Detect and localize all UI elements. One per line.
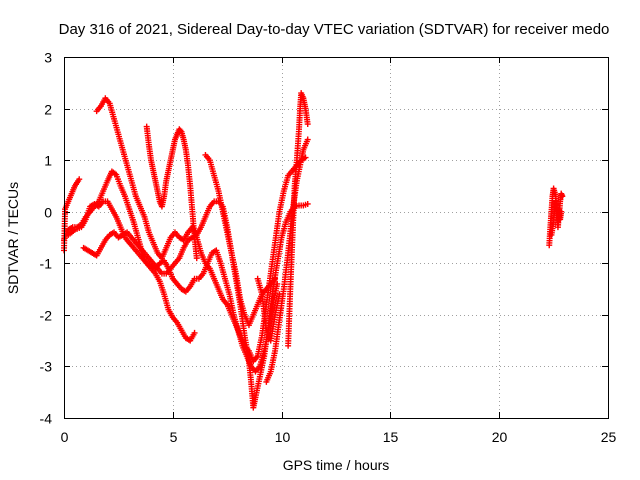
y-tick-label: -4 <box>40 411 53 427</box>
data-point <box>304 136 311 143</box>
y-tick-label: 0 <box>44 205 52 221</box>
y-tick-label: 2 <box>44 102 52 118</box>
y-tick-label: 1 <box>44 153 52 169</box>
x-tick-label: 15 <box>383 429 399 445</box>
data-point <box>272 275 279 282</box>
y-tick-label: 3 <box>44 50 52 66</box>
data-point <box>193 255 200 262</box>
data-point <box>304 121 311 128</box>
y-tick-label: -3 <box>40 359 53 375</box>
y-tick-label: -2 <box>40 308 53 324</box>
grid <box>64 57 609 419</box>
x-axis-label: GPS time / hours <box>283 457 390 473</box>
chart-title: Day 316 of 2021, Sidereal Day-to-day VTE… <box>59 21 610 38</box>
x-tick-label: 20 <box>492 429 508 445</box>
x-tick-label: 5 <box>170 429 178 445</box>
y-axis-label: SDTVAR / TECUs <box>5 182 21 294</box>
data-point <box>76 176 83 183</box>
data-point <box>559 193 566 200</box>
x-tick-label: 25 <box>601 429 617 445</box>
axis-ticks: 0 5 10 15 20 25 -4 -3 -2 -1 0 1 2 3 <box>40 50 617 446</box>
data-point <box>191 329 198 336</box>
y-tick-label: -1 <box>40 256 53 272</box>
data-points <box>61 90 566 411</box>
data-point <box>276 291 283 298</box>
x-tick-label: 0 <box>61 429 69 445</box>
plot-frame <box>64 57 609 419</box>
data-point <box>558 208 565 215</box>
x-tick-label: 10 <box>275 429 291 445</box>
data-point <box>177 127 184 134</box>
data-point <box>304 200 311 207</box>
